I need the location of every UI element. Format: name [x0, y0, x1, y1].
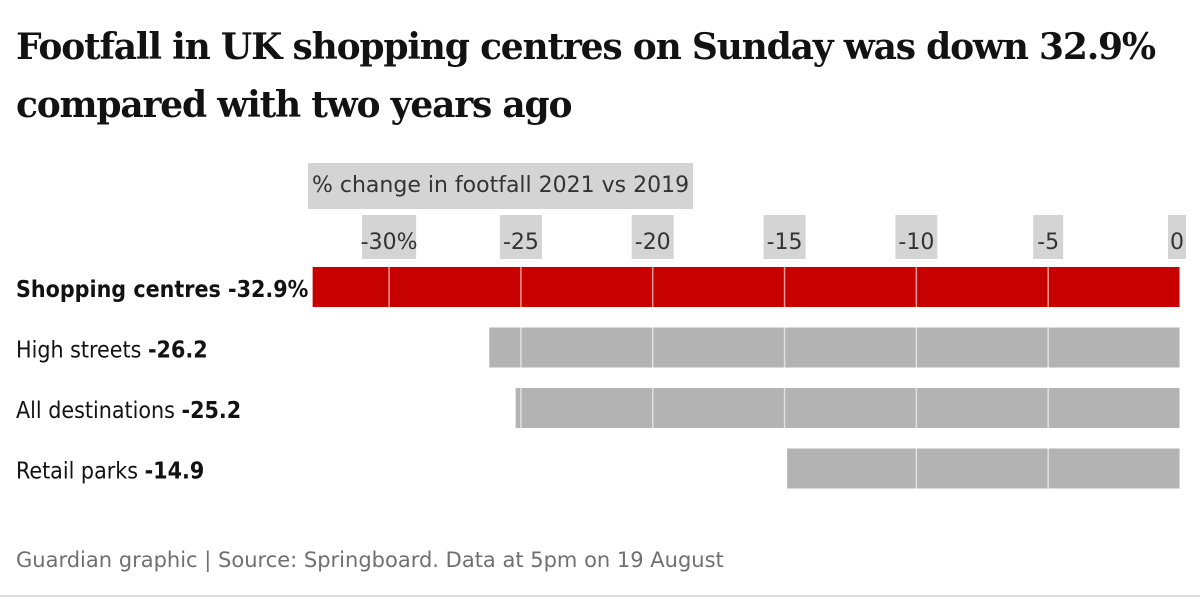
x-tick-label: 0: [1170, 230, 1184, 255]
bar-retail-parks: [787, 448, 1180, 489]
x-tick-label: -30%: [361, 230, 418, 255]
chart-title: Footfall in UK shopping centres on Sunda…: [16, 26, 1156, 126]
x-tick-label: -25: [503, 230, 539, 255]
source-footer: Guardian graphic | Source: Springboard. …: [16, 548, 724, 572]
x-tick-label: -20: [635, 230, 671, 255]
bar-all-destinations: [515, 388, 1180, 428]
tick-label-bg: [1033, 215, 1064, 259]
tick-label-bg: [1168, 215, 1186, 259]
x-tick-label: -15: [767, 230, 803, 255]
x-axis-title: % change in footfall 2021 vs 2019: [308, 163, 694, 209]
tick-label-bg: [631, 215, 674, 259]
category-value: -25.2: [182, 398, 242, 424]
tick-label-bg: [499, 215, 542, 259]
category-name: All destinations: [16, 398, 182, 424]
category-label: High streets -26.2: [16, 338, 208, 364]
bar-high-streets: [489, 327, 1181, 368]
x-tick-label: -5: [1037, 230, 1059, 255]
category-value: -26.2: [148, 338, 208, 364]
category-value: -14.9: [145, 459, 205, 485]
tick-label-bg: [895, 215, 938, 259]
category-label: Retail parks -14.9: [16, 459, 204, 485]
category-name: High streets: [16, 338, 148, 364]
bar-shopping-centres: [312, 267, 1180, 307]
category-label: All destinations -25.2: [16, 398, 241, 424]
category-name: Shopping centres: [16, 277, 228, 303]
tick-label-bg: [362, 215, 417, 259]
category-name: Retail parks: [16, 459, 145, 485]
category-value: -32.9%: [228, 277, 309, 303]
x-tick-label: -10: [898, 230, 934, 255]
category-label: Shopping centres -32.9%: [16, 277, 309, 303]
tick-label-bg: [763, 215, 806, 259]
bottom-divider: [0, 595, 1200, 597]
